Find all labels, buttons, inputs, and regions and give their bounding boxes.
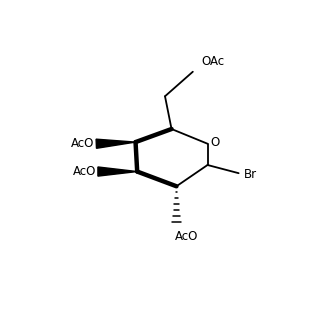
Text: O: O	[211, 136, 220, 148]
Text: AcO: AcO	[71, 137, 95, 150]
Polygon shape	[96, 139, 136, 148]
Polygon shape	[98, 167, 137, 176]
Text: AcO: AcO	[73, 165, 96, 178]
Text: Br: Br	[244, 168, 257, 181]
Text: AcO: AcO	[175, 230, 198, 244]
Text: OAc: OAc	[201, 55, 224, 68]
